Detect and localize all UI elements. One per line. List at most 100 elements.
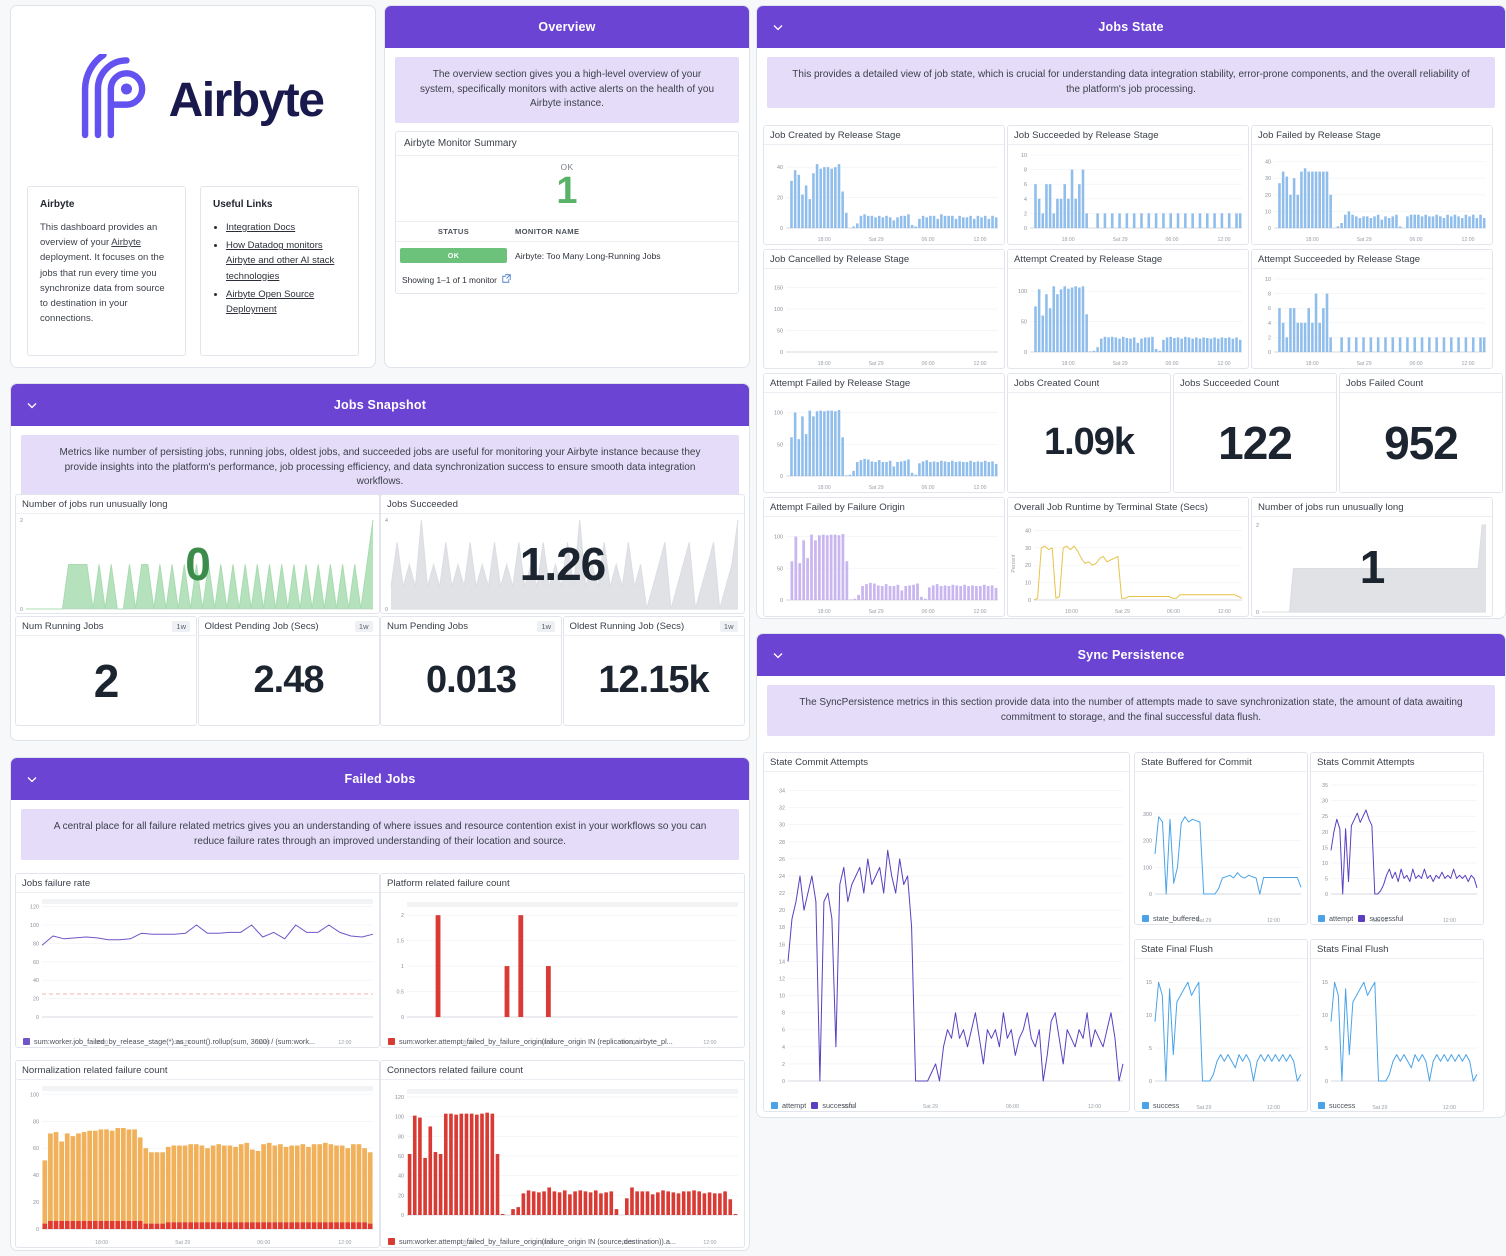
widget-state-buffered-for-commit[interactable]: State Buffered for Commit 0 100 200 300 Sat 2… [1134,752,1308,925]
list-item[interactable]: Integration Docs [226,220,346,235]
widget-job-succeeded[interactable]: Job Succeeded by Release Stage 0 2 4 6 8 10 18:… [1007,125,1249,245]
legend-item[interactable]: state_buffered [1142,914,1200,923]
legend-item[interactable]: sum:worker.job_failed_by_release_stage(*… [23,1037,315,1046]
widget-oldest-pending-job[interactable]: Oldest Pending Job (Secs) 1w 2.48 [197,616,380,726]
widget-jobs-unusually-long-state[interactable]: Number of jobs run unusually long 0 2 1 [1251,497,1493,617]
external-link-icon[interactable] [502,274,511,285]
svg-text:12:00: 12:00 [1461,361,1474,367]
widget-title-bar: Jobs failure rate [16,874,379,893]
widget-oldest-running-job[interactable]: Oldest Running Job (Secs) 1w 12.15k [562,616,745,726]
widget-num-running-jobs[interactable]: Num Running Jobs 1w 2 [15,616,197,726]
widget-title: Jobs Created Count [1014,377,1100,389]
widget-jobs-failure-rate[interactable]: Jobs failure rate 0 20 40 60 80 100 120 18:00 Sat… [15,873,380,1048]
widget-job-failed[interactable]: Job Failed by Release Stage 0 10 20 30 40 18:0… [1251,125,1493,245]
widget-title-bar: Stats Final Flush [1311,940,1483,959]
chart-legend: success [1135,1101,1307,1110]
svg-text:50: 50 [777,329,783,335]
widget-state-final-flush[interactable]: State Final Flush 0 5 10 15 Sat 29 12:00 succes… [1134,939,1308,1112]
widget-attempt-failed-failure-origin[interactable]: Attempt Failed by Failure Origin 0 50 100 18… [763,497,1005,617]
chevron-down-icon[interactable] [771,20,785,34]
widget-overall-job-runtime[interactable]: Overall Job Runtime by Terminal State (S… [1007,497,1249,617]
monitor-ok-label: OK [560,161,574,172]
widget-title: Number of jobs run unusually long [22,498,168,510]
widget-body: 0 10 20 30 40 18:00 Sat 29 06:00 12:00 [1252,145,1492,244]
legend-label: attempt [782,1101,807,1110]
legend-label: success [1329,1101,1356,1110]
svg-text:0: 0 [782,1079,785,1085]
svg-text:50: 50 [777,442,783,448]
monitor-name-cell[interactable]: Airbyte: Too Many Long-Running Jobs [515,250,661,261]
svg-text:Sat 29: Sat 29 [175,1040,190,1046]
link-integration-docs[interactable]: Integration Docs [226,222,296,233]
svg-text:06:00: 06:00 [922,237,935,243]
widget-attempt-succeeded[interactable]: Attempt Succeeded by Release Stage 0 2 4 6 8 1… [1251,249,1493,369]
table-row[interactable]: OK Airbyte: Too Many Long-Running Jobs [396,242,738,270]
svg-text:20: 20 [779,908,785,914]
widget-job-created[interactable]: Job Created by Release Stage 0 20 40 18:00 Sa… [763,125,1005,245]
widget-jobs-unusually-long[interactable]: Number of jobs run unusually long 0 2 0 [15,494,380,614]
svg-text:Sat 29: Sat 29 [1115,609,1130,615]
svg-text:4: 4 [385,518,388,524]
svg-text:5: 5 [1149,1046,1152,1052]
airbyte-info-card: Airbyte Airbyte This dashboard provides … [10,5,376,368]
svg-text:18:00: 18:00 [1062,237,1075,243]
airbyte-logo-icon [81,54,145,139]
svg-text:Sat 29: Sat 29 [175,1240,190,1246]
svg-text:Sat 29: Sat 29 [540,1240,555,1246]
widget-count-2[interactable]: Jobs Failed Count 952 [1339,373,1503,493]
chevron-down-icon[interactable] [25,398,39,412]
svg-text:60: 60 [33,960,39,966]
widget-state-commit-attempts[interactable]: State Commit Attempts 0 2 4 6 8 10 12 14 16 18 20 22… [763,752,1130,1112]
widget-title-bar: Job Succeeded by Release Stage [1008,126,1248,145]
legend-item[interactable]: success [1142,1101,1179,1110]
legend-item[interactable]: successful [1358,914,1403,923]
widget-body: 0 10 20 30 40 18:00 Sat 29 06:00 12:00 Percent [1008,517,1248,616]
widget-attempt-failed-release-stage[interactable]: Attempt Failed by Release Stage 0 50 100 18:… [763,373,1005,493]
legend-item[interactable]: sum:worker.attempt_failed_by_failure_ori… [388,1037,673,1046]
widget-body: 0 20 40 60 80 100 18:00 Sat 29 06:00 12:00 [16,1080,379,1247]
svg-text:0: 0 [780,350,783,356]
legend-item[interactable]: attempt [771,1101,806,1110]
legend-item[interactable]: successful [811,1101,856,1110]
widget-normalization-failure-count[interactable]: Normalization related failure count 0 20 40… [15,1060,380,1248]
list-item[interactable]: How Datadog monitors Airbyte and other A… [226,238,346,284]
widget-count-1[interactable]: Jobs Succeeded Count 122 [1173,373,1337,493]
widget-title-bar: Number of jobs run unusually long [1252,498,1492,517]
widget-body: 1.09k [1008,393,1170,492]
svg-text:Sat 29: Sat 29 [869,237,884,243]
legend-swatch [1358,915,1366,922]
airbyte-wordmark: Airbyte [168,73,325,127]
legend-item[interactable]: success [1318,1101,1355,1110]
widget-connectors-failure-count[interactable]: Connectors related failure count 0 20 40 60 8… [380,1060,745,1248]
svg-text:35: 35 [1322,783,1328,789]
widget-title: Jobs Succeeded Count [1180,377,1280,389]
legend-label: successful [1369,914,1404,923]
svg-text:150: 150 [774,286,783,292]
widget-stats-commit-attempts[interactable]: Stats Commit Attempts 0 5 10 15 20 25 30 35 Sat 2… [1310,752,1484,925]
chevron-down-icon[interactable] [25,772,39,786]
timeframe-badge: 1w [537,620,555,632]
widget-title-bar: Attempt Failed by Failure Origin [764,498,1004,517]
legend-item[interactable]: sum:worker.attempt_failed_by_failure_ori… [388,1237,676,1246]
svg-text:18:00: 18:00 [818,609,831,615]
widget-num-pending-jobs[interactable]: Num Pending Jobs 1w 0.013 [380,616,562,726]
widget-title: Jobs Failed Count [1346,377,1424,389]
widget-job-cancelled[interactable]: Job Cancelled by Release Stage 0 50 100 150 1… [763,249,1005,369]
chevron-down-icon[interactable] [771,648,785,662]
legend-item[interactable]: attempt [1318,914,1353,923]
widget-count-0[interactable]: Jobs Created Count 1.09k [1007,373,1171,493]
link-datadog-monitors[interactable]: How Datadog monitors Airbyte and other A… [226,240,335,282]
widget-jobs-succeeded[interactable]: Jobs Succeeded 0 4 1.26 [380,494,745,614]
section-title: Sync Persistence [1077,648,1185,662]
widget-attempt-created[interactable]: Attempt Created by Release Stage 0 50 100 18… [1007,249,1249,369]
link-open-source-deployment[interactable]: Airbyte Open Source Deployment [226,288,315,315]
list-item[interactable]: Airbyte Open Source Deployment [226,287,346,317]
svg-text:4: 4 [782,1045,785,1051]
widget-stats-final-flush[interactable]: Stats Final Flush 0 5 10 15 Sat 29 12:00 succes… [1310,939,1484,1112]
svg-text:14: 14 [779,959,785,965]
widget-title: Job Failed by Release Stage [1258,129,1381,141]
widget-platform-failure-count[interactable]: Platform related failure count 0 0.5 1 1.5 2 1… [380,873,745,1048]
widget-body: 2.48 [199,636,379,725]
svg-text:26: 26 [779,857,785,863]
